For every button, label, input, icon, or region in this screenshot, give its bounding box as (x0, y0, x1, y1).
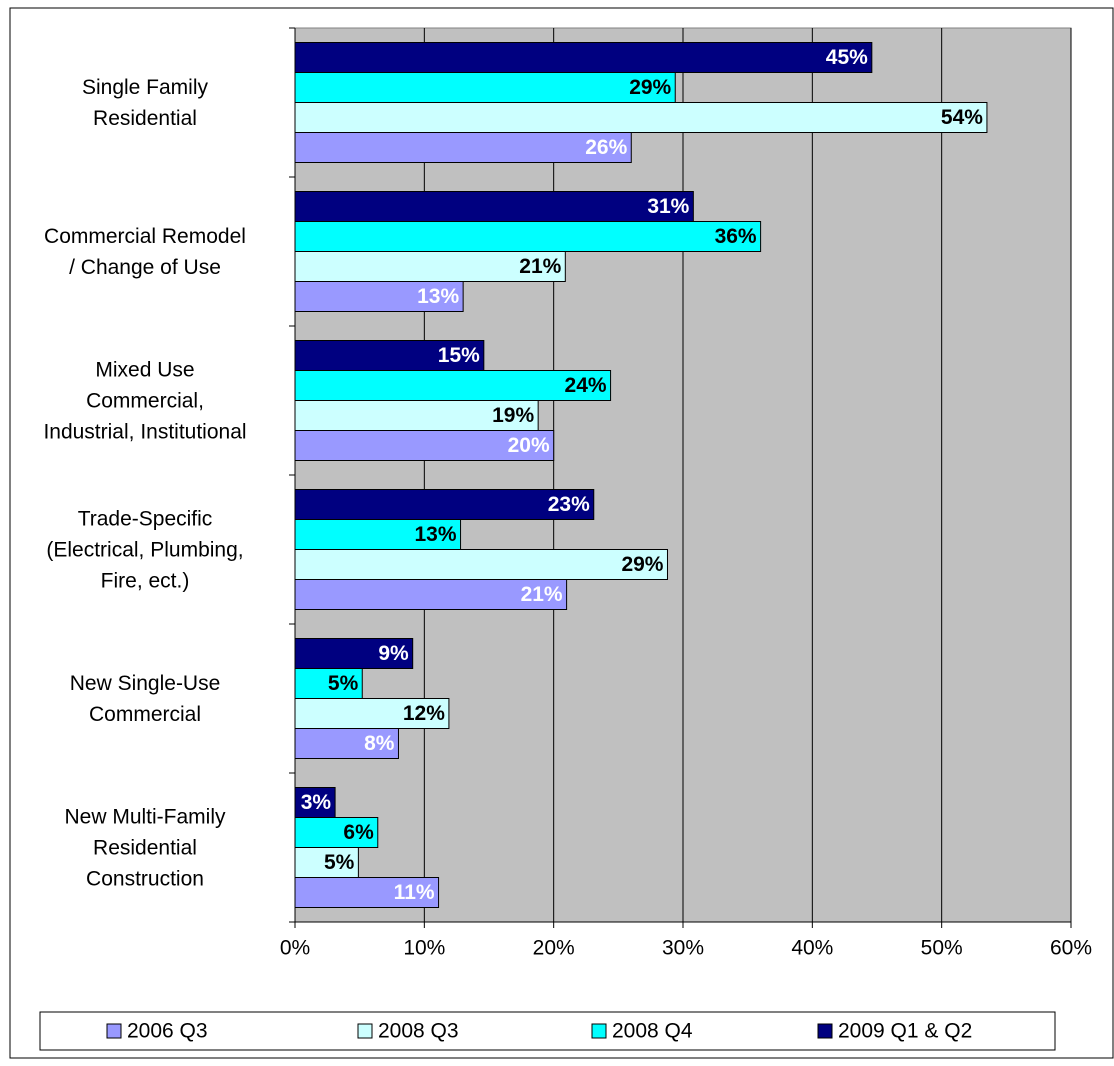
bar (294, 102, 988, 133)
data-label: 29% (621, 553, 663, 576)
bar (294, 72, 676, 103)
bar (294, 638, 414, 669)
bar (294, 489, 595, 520)
data-label: 8% (364, 732, 395, 755)
bar (294, 430, 555, 461)
bar (294, 728, 399, 759)
x-tick-label: 0% (280, 937, 310, 960)
bar (294, 42, 873, 73)
legend-label: 2006 Q3 (127, 1020, 208, 1043)
data-label: 6% (343, 821, 374, 844)
data-label: 5% (328, 672, 359, 695)
x-tick-label: 40% (791, 937, 833, 960)
data-label: 3% (301, 791, 332, 814)
data-label: 31% (647, 195, 689, 218)
data-label: 9% (378, 642, 409, 665)
bar (294, 370, 612, 401)
data-label: 13% (415, 523, 457, 546)
bar (294, 787, 336, 818)
bar (294, 340, 485, 371)
legend-swatch (817, 1023, 833, 1039)
data-label: 13% (417, 285, 459, 308)
data-label: 11% (394, 881, 435, 904)
data-label: 21% (521, 583, 563, 606)
legend (39, 1011, 1056, 1051)
bar (294, 549, 668, 580)
y-tick-label: New Single-Use Commercial (69, 671, 221, 726)
y-tick-label: Commercial Remodel / Change of Use (44, 224, 246, 279)
data-label: 20% (508, 434, 550, 457)
x-tick-label: 50% (921, 937, 963, 960)
bar (294, 251, 566, 282)
legend-label: 2008 Q3 (378, 1020, 459, 1043)
y-tick-label: New Multi-Family Residential Constructio… (64, 805, 226, 890)
bar (294, 847, 359, 878)
data-label: 12% (403, 702, 445, 725)
data-label: 36% (715, 225, 757, 248)
bar (294, 400, 539, 431)
data-label: 21% (519, 255, 561, 278)
bar (294, 877, 440, 908)
bar (294, 668, 363, 699)
x-tick-label: 10% (403, 937, 445, 960)
bar (294, 221, 762, 252)
x-tick-label: 20% (533, 937, 575, 960)
y-tick-label: Mixed Use Commercial, Industrial, Instit… (43, 358, 247, 443)
legend-swatch (106, 1023, 122, 1039)
data-label: 45% (826, 46, 868, 69)
bar (294, 132, 632, 163)
x-tick-label: 60% (1050, 937, 1092, 960)
data-label: 24% (565, 374, 607, 397)
data-label: 23% (548, 493, 590, 516)
data-label: 5% (324, 851, 355, 874)
data-label: 54% (941, 106, 983, 129)
legend-label: 2009 Q1 & Q2 (838, 1020, 972, 1043)
legend-label: 2008 Q4 (612, 1020, 693, 1043)
data-label: 15% (438, 344, 480, 367)
bar (294, 698, 450, 729)
x-tick-label: 30% (662, 937, 704, 960)
legend-swatch (591, 1023, 607, 1039)
data-label: 29% (629, 76, 671, 99)
y-tick-label: Single Family Residential (81, 75, 209, 130)
data-label: 26% (585, 136, 627, 159)
legend-swatch (357, 1023, 373, 1039)
data-label: 19% (492, 404, 534, 427)
bar (294, 519, 462, 550)
bar (294, 817, 379, 848)
y-tick-label: Trade-Specific (Electrical, Plumbing, Fi… (46, 507, 244, 592)
bar (294, 191, 694, 222)
